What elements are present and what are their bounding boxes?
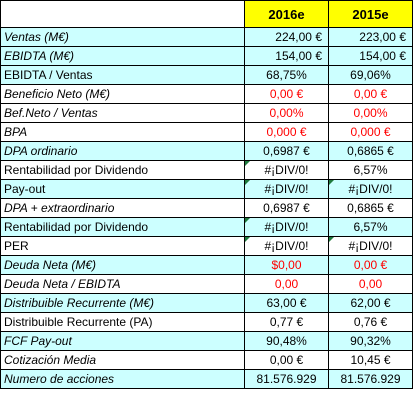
table-row: Numero de acciones 81.576.929 81.576.929 [0,369,413,389]
table-row: Rentabilidad por Dividendo #¡DIV/0! 6,57… [0,160,413,180]
table-row: FCF Pay-out 90,48% 90,32% [0,331,413,351]
table-row: EBIDTA / Ventas 68,75% 69,06% [0,65,413,85]
table-row: Pay-out #¡DIV/0! #¡DIV/0! [0,179,413,199]
cell-2016e[interactable]: #¡DIV/0! [244,236,329,256]
table-row: Distribuible Recurrente (M€) 63,00 € 62,… [0,293,413,313]
cell-2015e[interactable]: 0,00 [328,274,413,294]
row-label[interactable]: Ventas (M€) [0,27,245,47]
row-label[interactable]: DPA + extraordinario [0,198,245,218]
table-row: PER #¡DIV/0! #¡DIV/0! [0,236,413,256]
cell-2016e[interactable]: 81.576.929 [244,369,329,389]
cell-2016e[interactable]: 0,00 [244,274,329,294]
cell-2016e[interactable]: 224,00 € [244,27,329,47]
cell-2015e[interactable]: 0,00% [328,103,413,123]
cell-2016e[interactable]: 68,75% [244,65,329,85]
cell-2016e[interactable]: 0,6987 € [244,198,329,218]
cell-2015e[interactable]: 6,57% [328,217,413,237]
cell-2015e[interactable]: 81.576.929 [328,369,413,389]
row-label[interactable]: Numero de acciones [0,369,245,389]
cell-2015e[interactable]: #¡DIV/0! [328,236,413,256]
row-label[interactable]: PER [0,236,245,256]
cell-2015e[interactable]: 0,000 € [328,122,413,142]
cell-2015e[interactable]: 154,00 € [328,46,413,66]
header-2015e[interactable]: 2015e [328,0,413,28]
cell-2016e[interactable]: #¡DIV/0! [244,160,329,180]
row-label[interactable]: EBIDTA / Ventas [0,65,245,85]
header-blank-cell[interactable] [0,0,245,28]
cell-2016e[interactable]: 0,00 € [244,350,329,370]
table-row: Bef.Neto / Ventas 0,00% 0,00% [0,103,413,123]
cell-2015e[interactable]: 10,45 € [328,350,413,370]
row-label[interactable]: Beneficio Neto (M€) [0,84,245,104]
row-label[interactable]: DPA ordinario [0,141,245,161]
row-label[interactable]: Distribuible Recurrente (PA) [0,312,245,332]
cell-2016e[interactable]: 0,000 € [244,122,329,142]
table-row: DPA + extraordinario 0,6987 € 0,6865 € [0,198,413,218]
financial-table: 2016e 2015e Ventas (M€) 224,00 € 223,00 … [0,0,413,389]
table-row: Deuda Neta (M€) $0,00 0,00 € [0,255,413,275]
cell-2016e[interactable]: 0,6987 € [244,141,329,161]
row-label[interactable]: Rentabilidad por Dividendo [0,217,245,237]
cell-2016e[interactable]: $0,00 [244,255,329,275]
row-label[interactable]: BPA [0,122,245,142]
table-row: Deuda Neta / EBIDTA 0,00 0,00 [0,274,413,294]
cell-2015e[interactable]: 90,32% [328,331,413,351]
cell-2016e[interactable]: 0,00% [244,103,329,123]
cell-2015e[interactable]: 62,00 € [328,293,413,313]
row-label[interactable]: Pay-out [0,179,245,199]
table-row: Ventas (M€) 224,00 € 223,00 € [0,27,413,47]
table-row: Beneficio Neto (M€) 0,00 € 0,00 € [0,84,413,104]
cell-2015e[interactable]: 0,00 € [328,84,413,104]
table-row: Rentabilidad por Dividendo #¡DIV/0! 6,57… [0,217,413,237]
table-row: Cotización Media 0,00 € 10,45 € [0,350,413,370]
cell-2016e[interactable]: 63,00 € [244,293,329,313]
row-label[interactable]: Rentabilidad por Dividendo [0,160,245,180]
cell-2015e[interactable]: 0,6865 € [328,198,413,218]
header-row: 2016e 2015e [0,0,413,28]
row-label[interactable]: Bef.Neto / Ventas [0,103,245,123]
row-label[interactable]: Distribuible Recurrente (M€) [0,293,245,313]
cell-2015e[interactable]: 69,06% [328,65,413,85]
table-row: BPA 0,000 € 0,000 € [0,122,413,142]
cell-2015e[interactable]: 6,57% [328,160,413,180]
header-2016e[interactable]: 2016e [244,0,329,28]
row-label[interactable]: EBIDTA (M€) [0,46,245,66]
table-row: DPA ordinario 0,6987 € 0,6865 € [0,141,413,161]
row-label[interactable]: Deuda Neta (M€) [0,255,245,275]
cell-2015e[interactable]: 0,6865 € [328,141,413,161]
cell-2015e[interactable]: 0,76 € [328,312,413,332]
cell-2016e[interactable]: 0,00 € [244,84,329,104]
table-row: EBIDTA (M€) 154,00 € 154,00 € [0,46,413,66]
cell-2016e[interactable]: #¡DIV/0! [244,217,329,237]
row-label[interactable]: FCF Pay-out [0,331,245,351]
cell-2016e[interactable]: #¡DIV/0! [244,179,329,199]
cell-2016e[interactable]: 0,77 € [244,312,329,332]
row-label[interactable]: Deuda Neta / EBIDTA [0,274,245,294]
cell-2015e[interactable]: 0,00 € [328,255,413,275]
table-row: Distribuible Recurrente (PA) 0,77 € 0,76… [0,312,413,332]
cell-2016e[interactable]: 90,48% [244,331,329,351]
cell-2015e[interactable]: #¡DIV/0! [328,179,413,199]
row-label[interactable]: Cotización Media [0,350,245,370]
cell-2015e[interactable]: 223,00 € [328,27,413,47]
cell-2016e[interactable]: 154,00 € [244,46,329,66]
